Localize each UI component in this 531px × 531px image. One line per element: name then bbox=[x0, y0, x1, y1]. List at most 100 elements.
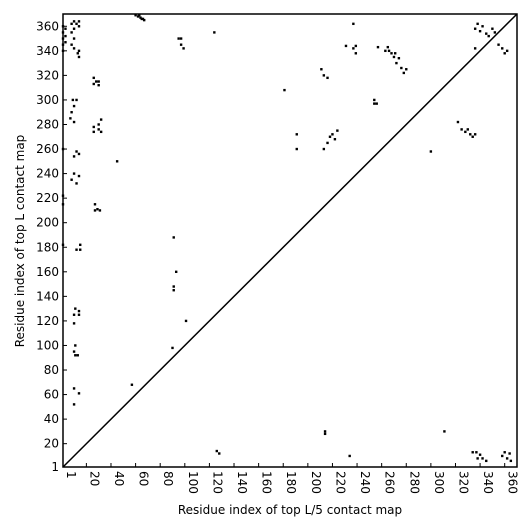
y-tick-label: 260 bbox=[36, 142, 59, 156]
contact-point bbox=[352, 47, 355, 50]
contact-point bbox=[336, 129, 339, 132]
contact-point bbox=[373, 98, 376, 102]
contact-point bbox=[392, 55, 396, 59]
contact-point bbox=[79, 243, 82, 246]
x-tick-label: 20 bbox=[87, 471, 101, 486]
contact-point bbox=[75, 22, 78, 26]
contact-point bbox=[471, 135, 474, 138]
contact-point bbox=[79, 248, 82, 251]
x-tick-label: 240 bbox=[358, 471, 372, 494]
contact-point bbox=[140, 17, 143, 21]
contact-point bbox=[76, 52, 79, 55]
contact-point bbox=[72, 387, 76, 390]
x-tick-label: 100 bbox=[186, 471, 200, 494]
contact-point bbox=[72, 155, 76, 158]
contact-point bbox=[402, 71, 406, 75]
contact-point bbox=[466, 128, 469, 131]
contact-point bbox=[373, 102, 376, 105]
contact-point bbox=[64, 34, 67, 38]
contact-point bbox=[75, 182, 78, 185]
y-tick-label: 280 bbox=[36, 117, 59, 131]
contact-point bbox=[182, 47, 185, 50]
contact-point bbox=[72, 20, 76, 23]
contact-point bbox=[179, 43, 183, 46]
contact-point bbox=[179, 37, 183, 40]
contact-point bbox=[172, 285, 175, 288]
contact-point bbox=[323, 432, 327, 436]
contact-point bbox=[98, 209, 102, 212]
contact-point bbox=[74, 354, 77, 357]
y-tick-label: 60 bbox=[44, 388, 59, 402]
contact-point bbox=[72, 313, 76, 316]
contact-point bbox=[97, 84, 100, 87]
contact-point bbox=[471, 451, 474, 454]
contact-point bbox=[172, 236, 175, 239]
contact-point bbox=[478, 453, 482, 456]
contact-point bbox=[322, 74, 326, 77]
x-tick-label: 280 bbox=[407, 471, 421, 494]
contact-point bbox=[295, 147, 298, 151]
contact-point bbox=[97, 80, 100, 83]
x-axis-label: Residue index of top L/5 contact map bbox=[178, 503, 402, 517]
contact-point bbox=[405, 68, 408, 71]
contact-point bbox=[143, 18, 146, 22]
y-tick-label: 140 bbox=[36, 289, 59, 303]
contact-point bbox=[74, 344, 77, 347]
contact-point bbox=[141, 17, 145, 21]
contact-point bbox=[473, 133, 477, 136]
contact-point bbox=[74, 307, 77, 310]
contact-point bbox=[456, 120, 460, 124]
y-tick-label: 1 bbox=[51, 460, 59, 474]
contact-point bbox=[77, 152, 81, 156]
contact-point bbox=[171, 346, 174, 350]
contact-point bbox=[386, 45, 390, 49]
x-tick-label: 300 bbox=[432, 471, 446, 494]
y-tick-label: 200 bbox=[36, 216, 59, 230]
contact-point bbox=[352, 22, 355, 26]
x-tick-label: 140 bbox=[235, 471, 249, 494]
contact-point bbox=[139, 16, 142, 19]
contact-point bbox=[77, 55, 81, 59]
x-tick-label: 360 bbox=[506, 471, 520, 494]
x-tick-label: 320 bbox=[456, 471, 470, 494]
x-tick-label: 120 bbox=[210, 471, 224, 494]
x-tick-label: 1 bbox=[64, 471, 78, 479]
contact-point bbox=[326, 141, 329, 145]
contact-point bbox=[75, 98, 78, 102]
y-tick-label: 340 bbox=[36, 44, 59, 58]
contact-point bbox=[172, 289, 175, 292]
contact-point bbox=[473, 47, 477, 50]
contact-point bbox=[70, 43, 73, 46]
contact-point bbox=[505, 49, 509, 53]
contact-point bbox=[77, 20, 81, 23]
y-axis-label: Residue index of top L contact map bbox=[13, 135, 27, 348]
y-tick-label: 220 bbox=[36, 191, 59, 205]
contact-point bbox=[72, 47, 76, 50]
x-tick-label: 340 bbox=[481, 471, 495, 494]
contact-point bbox=[390, 52, 393, 55]
contact-point bbox=[501, 454, 504, 458]
contact-point bbox=[70, 111, 73, 114]
contact-point bbox=[331, 133, 334, 136]
contact-point bbox=[323, 430, 327, 433]
x-tick-label: 60 bbox=[137, 471, 151, 486]
contact-point bbox=[64, 41, 67, 44]
contact-point bbox=[320, 68, 323, 71]
plot-frame bbox=[62, 13, 518, 468]
contact-point bbox=[92, 82, 95, 86]
contact-point bbox=[64, 27, 67, 30]
contact-point bbox=[464, 130, 467, 134]
contact-point bbox=[70, 31, 73, 34]
contact-point bbox=[508, 452, 511, 455]
contact-point bbox=[136, 15, 140, 18]
contact-point bbox=[77, 313, 81, 316]
contact-point bbox=[72, 104, 76, 108]
contact-point bbox=[485, 459, 488, 463]
contact-point bbox=[77, 174, 81, 178]
contact-point bbox=[92, 130, 95, 134]
y-tick-label: 20 bbox=[44, 437, 59, 451]
y-tick-label: 180 bbox=[36, 240, 59, 254]
y-tick-label: 120 bbox=[36, 314, 59, 328]
contact-point bbox=[376, 45, 380, 49]
y-tick-label: 160 bbox=[36, 265, 59, 279]
